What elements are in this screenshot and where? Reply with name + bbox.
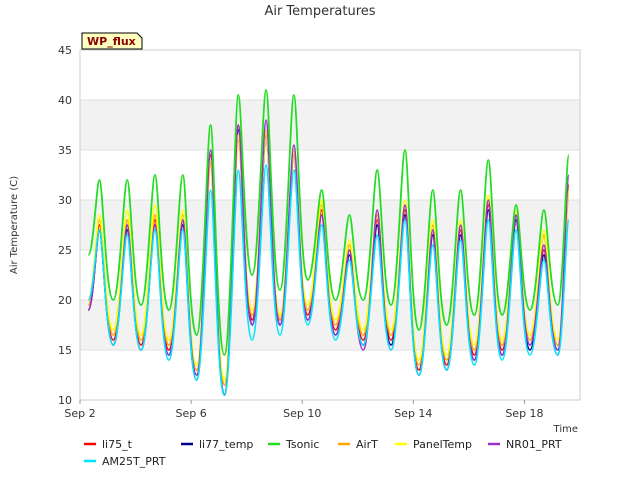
legend: li75_t li77_temp Tsonic AirT PanelTemp NR01_P… [84,438,562,468]
y-axis-label: Air Temperature (C) [9,176,20,274]
y-axis-ticks: 10 15 20 25 30 35 40 45 [58,44,72,407]
site-badge: WP_flux [81,32,143,50]
y-tick-label: 40 [58,94,72,107]
y-tick-label: 10 [58,394,72,407]
x-tick-label: Sep 14 [394,407,432,420]
x-tick-label: Sep 18 [505,407,543,420]
plot-band-1 [80,200,580,250]
plot-band-2 [80,100,580,150]
badge-box [81,32,143,50]
x-axis-label: Time [553,424,578,435]
legend-label: li77_temp [199,438,253,451]
chart-title: Air Temperatures [264,4,375,19]
legend-label: AM25T_PRT [102,455,166,468]
legend-label: Tsonic [285,438,319,451]
y-tick-label: 35 [58,144,72,157]
x-tick-label: Sep 10 [283,407,321,420]
series-line-am25t-prt [87,164,570,396]
y-tick-label: 20 [58,294,72,307]
legend-label: AirT [356,438,378,451]
legend-label: NR01_PRT [506,438,562,451]
series-lines [87,89,570,396]
plot-frame [79,49,581,401]
x-tick-label: Sep 6 [175,407,206,420]
x-axis-ticks: Sep 2 Sep 6 Sep 10 Sep 14 Sep 18 [64,400,544,420]
y-tick-label: 45 [58,44,72,57]
y-tick-label: 30 [58,194,72,207]
y-tick-label: 15 [58,344,72,357]
series-line-tsonic [87,89,570,356]
series-line-paneltemp [87,129,570,381]
legend-label: PanelTemp [413,438,472,451]
badge-label: WP_flux [87,35,136,48]
x-tick-label: Sep 2 [64,407,95,420]
legend-label: li75_t [102,438,133,451]
y-tick-label: 25 [58,244,72,257]
